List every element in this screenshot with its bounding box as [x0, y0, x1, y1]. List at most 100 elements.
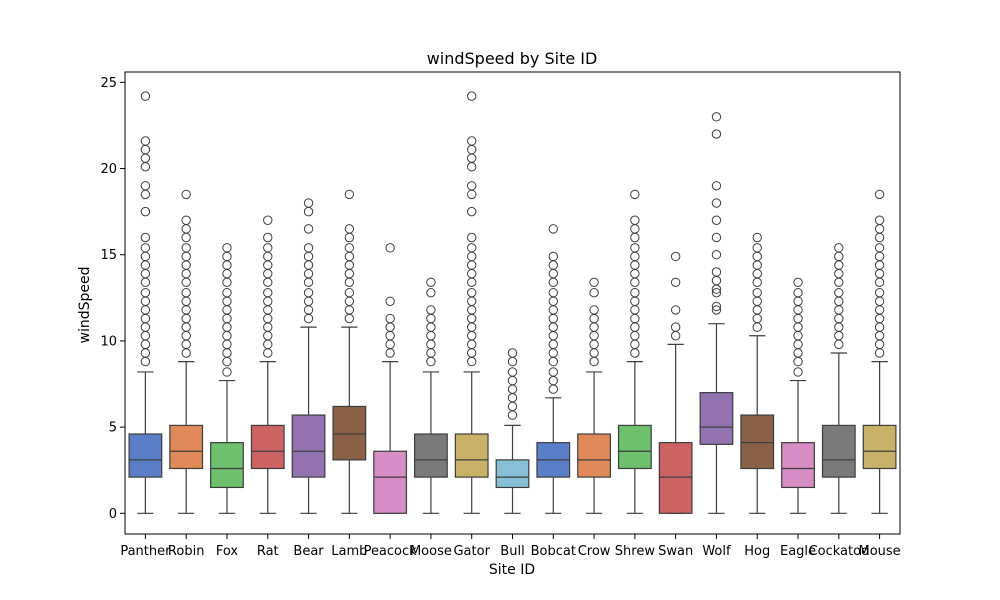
box-gator [454, 433, 489, 478]
x-tick-label: Shrew [615, 544, 656, 559]
x-tick-label: Bear [293, 544, 324, 559]
outlier-point [303, 287, 314, 298]
outlier-point [752, 243, 762, 253]
outlier-point [140, 243, 151, 253]
outlier-point [711, 198, 722, 208]
outlier-point [548, 251, 558, 262]
outlier-point [630, 189, 640, 200]
outlier-point [670, 277, 681, 288]
box-peacock [373, 450, 408, 514]
outlier-point [303, 224, 314, 234]
outlier-point [181, 215, 191, 225]
box-crow [577, 433, 611, 478]
outlier-point [140, 136, 151, 146]
x-tick-label: Lamb [331, 544, 367, 559]
outlier-point [793, 277, 803, 288]
x-tick-label: Mouse [859, 544, 901, 559]
outlier-point [670, 251, 681, 262]
box-rat [250, 424, 285, 470]
outlier-point [344, 224, 355, 234]
outlier-point [467, 136, 477, 146]
x-axis-title: Site ID [489, 562, 535, 578]
outlier-point [874, 243, 885, 253]
outlier-point [467, 287, 477, 298]
box-wolf [699, 392, 734, 445]
outlier-point [548, 287, 558, 298]
x-tick-label: Bobcat [531, 544, 576, 559]
y-axis-title: windSpeed [77, 267, 93, 344]
x-tick-label: Eagle [780, 544, 816, 559]
outlier-point [630, 287, 640, 298]
outlier-point [752, 287, 762, 298]
x-tick-label: Swan [658, 544, 693, 559]
box-robin [169, 424, 204, 470]
outlier-point [385, 313, 395, 324]
outlier-point [752, 232, 762, 243]
outlier-point [467, 206, 477, 217]
outlier-point [263, 243, 273, 253]
outlier-point [711, 301, 722, 312]
outlier-point [263, 232, 273, 243]
outlier-point [711, 215, 722, 225]
outlier-point [385, 296, 395, 306]
box-lamb [332, 405, 367, 461]
outlier-point [140, 206, 151, 217]
chart-title: windSpeed by Site ID [427, 49, 598, 68]
x-tick-label: Cockatoo [809, 544, 869, 559]
outlier-point [140, 232, 151, 243]
x-tick-label: Gator [453, 544, 490, 559]
box-fox [210, 442, 244, 489]
x-tick-label: Fox [216, 544, 239, 559]
y-tick-label: 0 [109, 507, 117, 522]
outlier-point [467, 243, 477, 253]
box-shrew [617, 424, 652, 470]
outlier-point [222, 243, 232, 253]
outlier-point [670, 322, 681, 332]
box-hog [740, 414, 775, 470]
outlier-point [711, 129, 722, 139]
outlier-point [507, 367, 518, 377]
outlier-point [711, 250, 722, 260]
outlier-point [670, 305, 681, 315]
y-tick-label: 5 [109, 421, 117, 436]
outlier-point [263, 215, 273, 225]
outlier-point [303, 198, 314, 208]
outlier-point [303, 243, 314, 253]
y-tick-label: 25 [100, 76, 117, 91]
outlier-point [181, 189, 191, 200]
outlier-point [793, 287, 803, 298]
outlier-point [140, 91, 151, 101]
outlier-point [181, 243, 191, 253]
y-tick-label: 10 [100, 334, 117, 349]
x-tick-label: Panther [120, 544, 171, 559]
outlier-point [711, 267, 722, 277]
outlier-point [548, 367, 558, 377]
x-tick-label: Robin [168, 544, 205, 559]
outlier-point [467, 181, 477, 191]
y-tick-label: 20 [100, 162, 117, 177]
outlier-point [467, 91, 477, 101]
y-tick-label: 15 [100, 248, 117, 263]
x-tick-label: Crow [578, 544, 611, 559]
outlier-point [711, 287, 722, 298]
x-tick-label: Wolf [702, 544, 731, 559]
x-tick-label: Rat [257, 544, 279, 559]
outlier-point [711, 305, 722, 315]
outlier-point [140, 287, 151, 298]
box-panther [128, 433, 163, 478]
box-eagle [781, 442, 815, 489]
outlier-point [222, 367, 232, 377]
outlier-point [140, 181, 151, 191]
outlier-point [344, 287, 355, 298]
outlier-point [834, 287, 844, 298]
box-swan [658, 442, 693, 514]
outlier-point [385, 243, 395, 253]
outlier-point [711, 112, 722, 122]
outlier-point [589, 305, 599, 315]
outlier-point [630, 243, 640, 253]
outlier-point [874, 287, 885, 298]
outlier-point [263, 287, 273, 298]
